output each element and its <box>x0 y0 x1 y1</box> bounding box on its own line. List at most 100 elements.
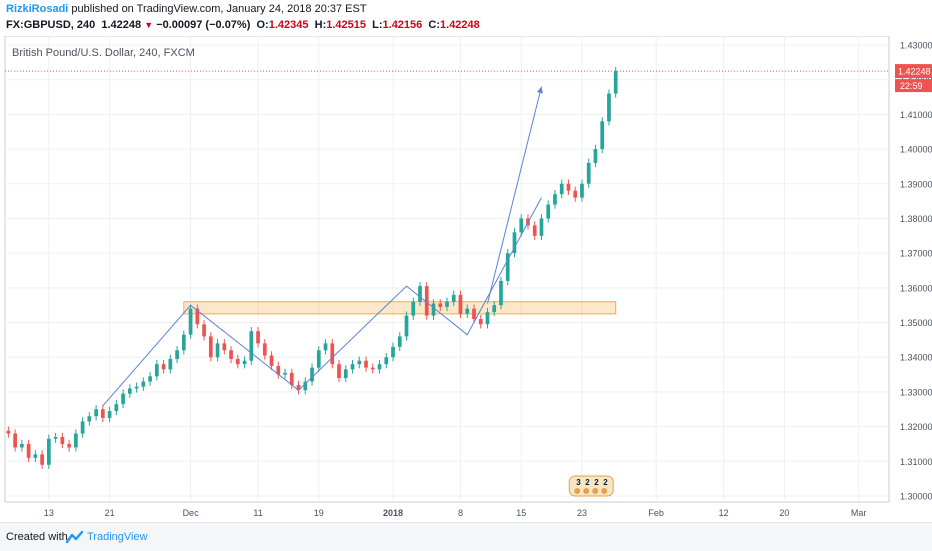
event-dot <box>592 488 599 494</box>
close-label: C: <box>428 19 441 31</box>
down-arrow-icon: ▼ <box>144 20 154 30</box>
candle-down <box>262 343 267 356</box>
pattern-layer <box>5 70 889 407</box>
x-tick-label: 11 <box>253 508 262 518</box>
candle-down <box>370 367 375 370</box>
x-tick-label: 13 <box>44 508 54 518</box>
candle-up <box>310 367 314 382</box>
countdown-tag <box>895 79 932 93</box>
candle-up <box>431 303 436 316</box>
tradingview-brand-link[interactable]: TradingView <box>87 531 148 543</box>
candle-up <box>80 421 85 434</box>
y-tick-label: 1.41000 <box>900 110 932 120</box>
candle-down <box>364 360 368 368</box>
candle-up <box>53 437 58 439</box>
last-price-tag <box>895 64 932 79</box>
candle-down <box>330 343 335 365</box>
x-tick-label: Feb <box>648 508 664 518</box>
candle-up <box>134 386 139 389</box>
y-tick-label: 1.36000 <box>900 283 932 293</box>
candle-down <box>458 294 463 314</box>
candles <box>6 66 618 469</box>
candle-up <box>323 343 328 351</box>
candle-up <box>384 357 389 365</box>
candle-down <box>566 183 571 191</box>
candle-up <box>499 280 503 306</box>
price-chart[interactable]: British Pound/U.S. Dollar, 240, FXCM 1.4… <box>0 36 932 522</box>
x-tick-label: Mar <box>851 508 867 518</box>
y-tick-label: 1.31000 <box>900 457 932 467</box>
tradingview-logo-icon[interactable] <box>66 530 84 544</box>
candle-down <box>229 350 233 359</box>
candle-down <box>337 364 341 379</box>
supply-zone-group <box>183 301 617 315</box>
y-tick-label: 1.40000 <box>900 145 932 155</box>
open-value: 1.42345 <box>268 19 309 31</box>
candle-up <box>283 372 287 375</box>
chart-header: RizkiRosadi published on TradingView.com… <box>0 0 932 36</box>
author-link[interactable]: RizkiRosadi <box>6 3 69 15</box>
instrument-label: British Pound/U.S. Dollar, 240, FXCM <box>12 47 195 59</box>
candle-down <box>424 286 429 316</box>
candle-up <box>316 350 321 368</box>
price-axis[interactable]: 1.430001.420001.410001.400001.390001.380… <box>895 41 932 502</box>
candle-up <box>87 416 92 422</box>
event-dot <box>574 488 581 494</box>
candle-up <box>148 376 152 382</box>
time-axis[interactable]: 13 21 Dec 11 19 2018 8 15 23 Feb 12 20 Mar <box>44 508 867 518</box>
event-count: 2 <box>594 478 599 487</box>
candle-up <box>181 334 186 351</box>
candle-up <box>242 360 247 365</box>
candle-up <box>613 71 618 94</box>
pattern-zigzag <box>102 197 542 407</box>
x-tick-label: 23 <box>577 508 587 518</box>
candle-up <box>418 286 422 302</box>
created-with-text: Created with <box>6 531 68 543</box>
candle-up <box>350 364 355 370</box>
candle-up <box>404 315 409 337</box>
candle-down <box>67 443 71 448</box>
candle-down <box>478 319 483 325</box>
candle-up <box>600 121 605 150</box>
candle-down <box>202 324 206 337</box>
candle-up <box>586 162 591 184</box>
symbol-label[interactable]: FX:GBPUSD, 240 <box>6 19 96 31</box>
candle-up <box>357 360 362 365</box>
candle-up <box>451 294 456 302</box>
candle-down <box>208 336 213 358</box>
ohlc-line: FX:GBPUSD, 240 1.42248 ▼ −0.00097 (−0.07… <box>6 19 480 31</box>
candle-down <box>438 303 443 307</box>
countdown-label: 22:59 <box>900 81 923 91</box>
y-tick-label: 1.30000 <box>900 492 932 502</box>
candle-down <box>269 355 274 366</box>
candle-up <box>593 149 598 163</box>
candle-down <box>13 433 17 448</box>
candle-up <box>168 358 173 370</box>
y-tick-label: 1.34000 <box>900 353 932 363</box>
candle-up <box>505 253 510 281</box>
y-tick-label: 1.33000 <box>900 387 932 397</box>
open-label: O: <box>256 19 269 31</box>
projection-arrow <box>487 86 542 304</box>
candle-up <box>559 183 564 195</box>
projection-arrowhead <box>536 86 543 94</box>
x-tick-label: 12 <box>719 508 729 518</box>
candle-down <box>573 190 578 198</box>
x-tick-label: Dec <box>183 508 200 518</box>
candle-up <box>397 336 402 347</box>
candle-up <box>141 381 146 387</box>
candle-down <box>256 331 260 344</box>
candle-down <box>289 372 294 385</box>
plot-area[interactable] <box>4 36 890 503</box>
low-label: L: <box>372 19 383 31</box>
x-tick-label: 15 <box>516 508 526 518</box>
y-tick-label: 1.39000 <box>900 179 932 189</box>
candle-down <box>100 409 105 418</box>
candle-up <box>114 404 119 412</box>
candle-up <box>215 343 220 358</box>
x-tick-label: 2018 <box>383 508 403 518</box>
candle-up <box>343 369 348 379</box>
candle-up <box>154 364 159 377</box>
y-tick-label: 1.38000 <box>900 214 932 224</box>
